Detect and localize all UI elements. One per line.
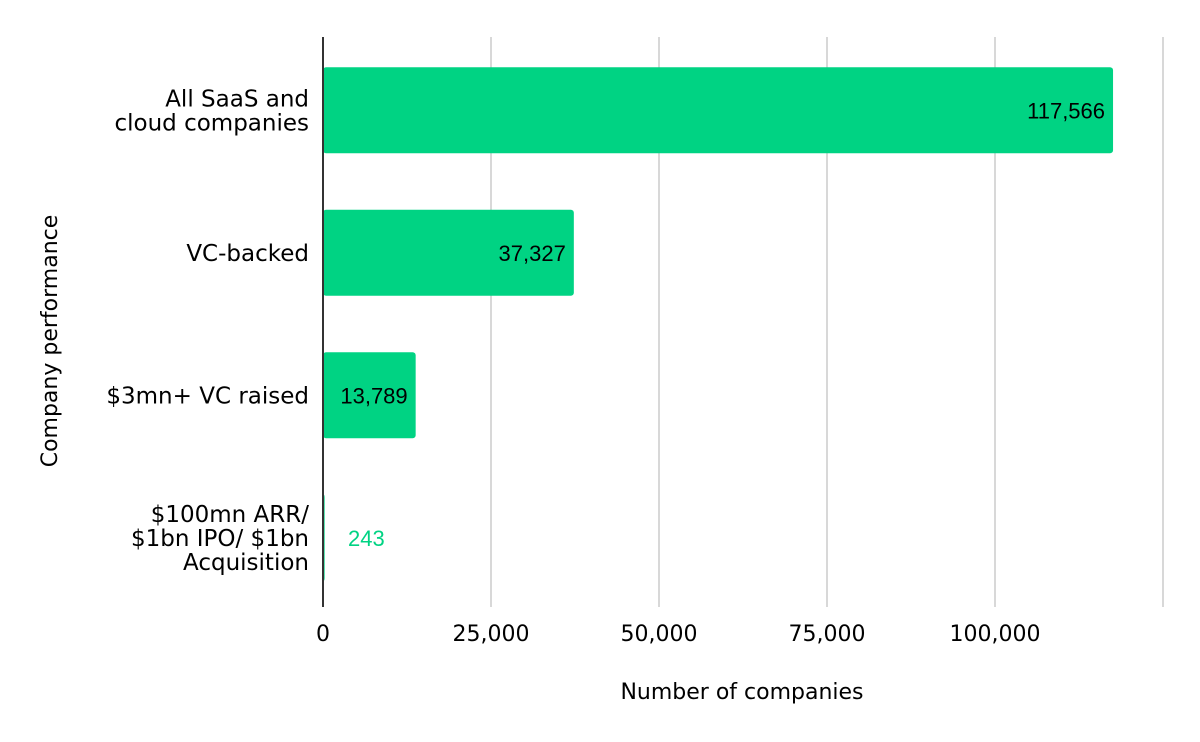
x-tick-label: 50,000 [621, 622, 698, 647]
category-label: All SaaS and cloud companies [114, 86, 309, 136]
x-tick-labels: 0 25,000 50,000 75,000 100,000 [316, 622, 1040, 647]
data-label: 117,566 [1027, 98, 1105, 123]
data-labels: 117,566 37,327 13,789 243 [340, 98, 1105, 551]
x-tick-label: 25,000 [453, 622, 530, 647]
category-label: $3mn+ VC raised [106, 383, 309, 409]
bar [323, 67, 1114, 154]
category-label: VC-backed [186, 241, 309, 267]
x-tick-label: 75,000 [789, 622, 866, 647]
x-tick-label: 0 [316, 622, 330, 647]
data-label: 243 [348, 526, 385, 551]
data-label: 37,327 [499, 241, 566, 266]
bar [323, 352, 416, 439]
x-tick-label: 100,000 [950, 622, 1041, 647]
bar [323, 209, 574, 296]
x-axis-title: Number of companies [620, 680, 863, 705]
y-axis-title: Company performance [38, 215, 63, 468]
bars [323, 67, 1114, 581]
category-label: $100mn ARR/$1bn IPO/ $1bn Acquisition [131, 502, 309, 576]
data-label: 13,789 [340, 383, 407, 408]
category-labels: All SaaS and cloud companies VC-backed $3mn… [106, 86, 309, 576]
